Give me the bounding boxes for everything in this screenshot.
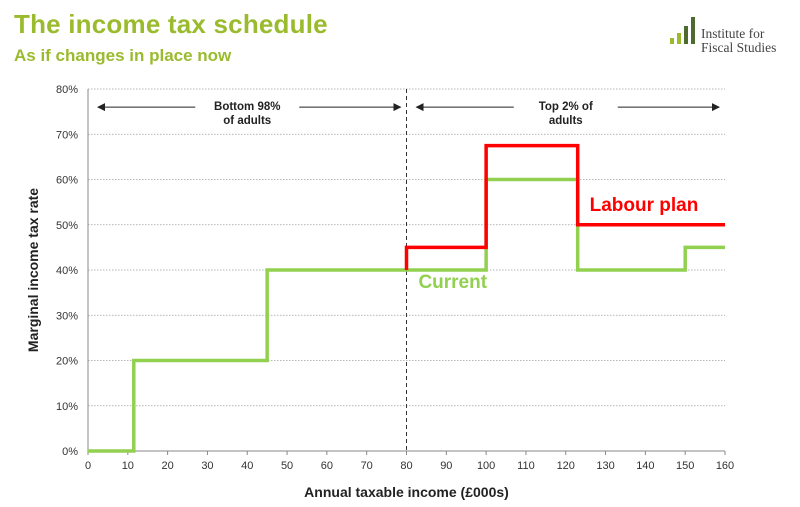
x-tick-label: 160 xyxy=(716,460,734,472)
x-tick-label: 70 xyxy=(361,460,373,472)
annotation-text: of adults xyxy=(223,115,271,127)
axes: 0% 10% 20% 30% 40% 50% 60% 70% 80% 0 10 20 30 40 50 60 7… xyxy=(25,84,734,500)
x-tick-label: 120 xyxy=(557,460,575,472)
ifs-logo: Institute for Fiscal Studies xyxy=(668,14,793,62)
y-axis-title: Marginal income tax rate xyxy=(25,188,41,352)
x-tick-label: 40 xyxy=(241,460,253,472)
x-tick-label: 110 xyxy=(517,460,535,472)
y-tick-label: 20% xyxy=(56,356,78,368)
x-tick-label: 60 xyxy=(321,460,333,472)
series-label-current: Current xyxy=(418,272,487,293)
series-labels: Current Labour plan xyxy=(418,195,698,293)
x-tick-label: 50 xyxy=(281,460,293,472)
logo-bars-icon xyxy=(670,17,695,44)
x-tick-label: 10 xyxy=(122,460,134,472)
y-tick-label: 60% xyxy=(56,175,78,187)
x-tick-label: 100 xyxy=(477,460,495,472)
y-tick-label: 80% xyxy=(56,84,78,96)
annotations: Bottom 98% of adults Top 2% of adults xyxy=(97,89,720,451)
series-line-labour-plan xyxy=(404,143,725,270)
y-tick-label: 30% xyxy=(56,310,78,322)
y-tick-label: 10% xyxy=(56,401,78,413)
logo-line-1: Institute for xyxy=(701,26,765,41)
x-tick-label: 0 xyxy=(85,460,91,472)
chart-subtitle: As if changes in place now xyxy=(14,46,232,65)
x-tick-label: 20 xyxy=(162,460,174,472)
logo-bar-4 xyxy=(691,17,695,44)
logo-bar-1 xyxy=(670,38,674,44)
x-tick-label: 30 xyxy=(201,460,213,472)
x-tick-label: 90 xyxy=(440,460,452,472)
x-tick-label: 140 xyxy=(636,460,654,472)
x-tick-label: 80 xyxy=(400,460,412,472)
y-tick-label: 50% xyxy=(56,220,78,232)
annotation-text: adults xyxy=(549,115,583,127)
x-tick-label: 130 xyxy=(596,460,614,472)
logo-bar-2 xyxy=(677,33,681,44)
y-tick-label: 40% xyxy=(56,265,78,277)
series-lines xyxy=(88,143,725,453)
logo-bar-3 xyxy=(684,26,688,44)
y-tick-label: 0% xyxy=(62,446,78,458)
series-label-labour-plan: Labour plan xyxy=(590,195,699,216)
logo-text: Institute for Fiscal Studies xyxy=(701,27,800,55)
logo-line-2: Fiscal Studies xyxy=(701,40,777,55)
x-axis-title: Annual taxable income (£000s) xyxy=(304,484,509,500)
annotation-text: Top 2% of xyxy=(539,101,593,113)
x-tick-label: 150 xyxy=(676,460,694,472)
chart-title: The income tax schedule xyxy=(14,9,328,39)
annotation-text: Bottom 98% xyxy=(214,101,280,113)
y-tick-label: 70% xyxy=(56,129,78,141)
